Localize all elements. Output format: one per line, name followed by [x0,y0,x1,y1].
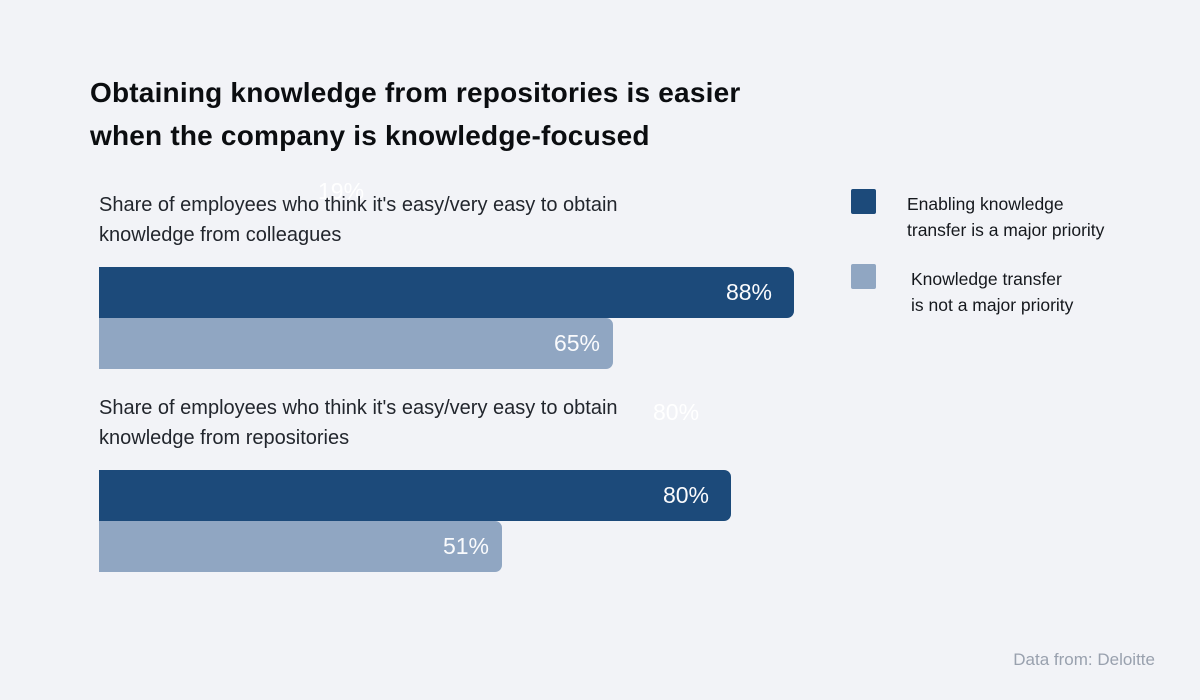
legend-swatch-not-priority [851,264,876,289]
category-label-repositories: Share of employees who think it's easy/v… [99,397,618,449]
category-label-colleagues: Share of employees who think it's easy/v… [99,194,618,246]
legend-swatch-major-priority [851,189,876,214]
ghost-value-label: 19% [318,178,365,204]
bar-colleagues-major-priority: 88% [99,267,794,318]
bar-repositories-major-priority: 80% [99,470,731,521]
bar-repositories-not-priority: 51% [99,521,502,572]
legend-label-not-priority: Knowledge transfer is not a major priori… [911,269,1074,315]
bar-value-label: 51% [442,533,489,559]
bar-value-label: 65% [553,330,600,356]
bar-colleagues-not-priority: 65% [99,318,613,369]
bar-group-repositories: 80% 51% [99,470,731,572]
bar-value-label: 88% [725,279,772,305]
legend-label-major-priority: Enabling knowledge transfer is a major p… [907,194,1105,240]
bar-group-colleagues: 88% 65% [99,267,794,369]
bar-value-label: 80% [662,482,709,508]
ghost-value-label: 80% [653,399,700,425]
chart-title: Obtaining knowledge from repositories is… [90,77,741,151]
data-source-note: Data from: Deloitte [1013,650,1155,669]
